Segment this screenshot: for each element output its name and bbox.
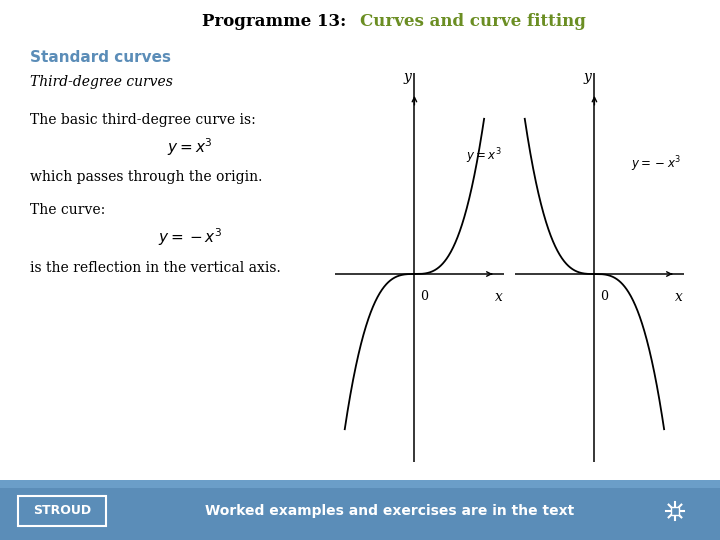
Bar [0, 480, 720, 488]
Text: x: x [675, 290, 683, 304]
Text: Standard curves: Standard curves [30, 51, 171, 65]
Text: STROUD: STROUD [33, 504, 91, 517]
Text: The basic third-degree curve is:: The basic third-degree curve is: [30, 113, 256, 127]
Text: $y = -x^3$: $y = -x^3$ [158, 226, 222, 248]
Bar [671, 507, 679, 515]
Text: Worked examples and exercises are in the text: Worked examples and exercises are in the… [205, 504, 575, 518]
Text: Curves and curve fitting: Curves and curve fitting [360, 12, 586, 30]
Text: is the reflection in the vertical axis.: is the reflection in the vertical axis. [30, 261, 281, 275]
Bar [0, 480, 720, 540]
Text: x: x [495, 290, 503, 304]
Text: 0: 0 [600, 290, 608, 303]
Text: $y = x^3$: $y = x^3$ [466, 146, 502, 166]
Text: which passes through the origin.: which passes through the origin. [30, 170, 262, 184]
Text: The curve:: The curve: [30, 203, 105, 217]
Text: 0: 0 [420, 290, 428, 303]
Text: $y = x^3$: $y = x^3$ [167, 136, 213, 158]
Text: y: y [404, 70, 412, 84]
Text: Third-degree curves: Third-degree curves [30, 75, 173, 89]
Bar [18, 496, 106, 526]
Text: $y = -x^3$: $y = -x^3$ [631, 154, 681, 174]
Text: y: y [584, 70, 592, 84]
Text: Programme 13:: Programme 13: [202, 12, 358, 30]
